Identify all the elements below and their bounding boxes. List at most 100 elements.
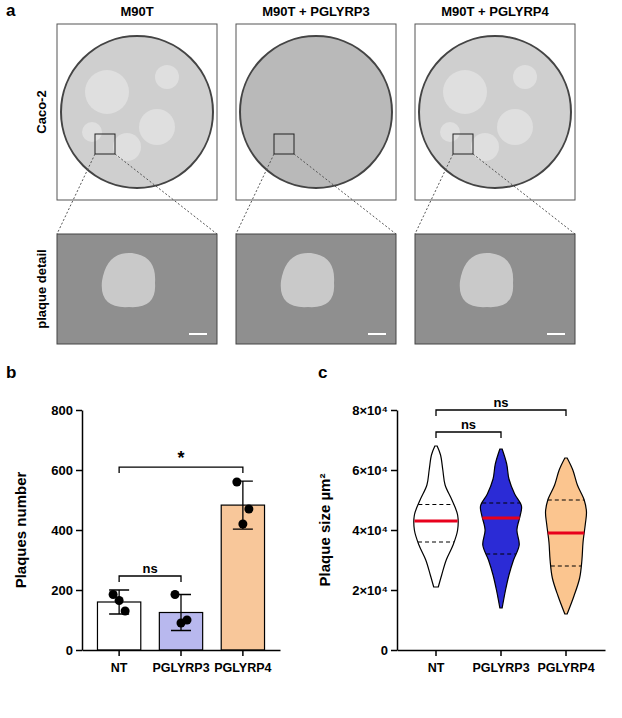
axis-title: Plaque size µm²: [316, 474, 333, 587]
zoom-line: [294, 154, 396, 234]
plot-area: [414, 446, 587, 614]
significance-bracket: [436, 410, 566, 416]
zoom-line: [415, 154, 453, 234]
data-point: [238, 520, 247, 529]
plate-frame: [415, 24, 575, 200]
tick: 4×10⁴: [352, 523, 397, 538]
column-title: M90T: [120, 4, 153, 19]
tick: NT: [428, 650, 445, 675]
panel: b0200400600800NTPGLYRP3PGLYRP4Plaques nu…: [6, 363, 281, 675]
x-axis: NT PGLYRP3 PGLYRP4: [83, 650, 281, 675]
tick: 200: [51, 583, 82, 598]
tick-mark: [391, 650, 397, 652]
plate-frame: [57, 24, 217, 200]
data-point: [121, 607, 130, 616]
zoom-box: [453, 134, 473, 154]
quartile-line: [551, 566, 581, 567]
plate-texture: [139, 109, 175, 145]
tick-label: 6×10⁴: [352, 463, 388, 478]
significance-label: ns: [142, 561, 157, 576]
zoom-line: [473, 154, 575, 234]
zoom-box: [95, 134, 115, 154]
tick-mark: [76, 530, 82, 532]
plate-texture: [513, 65, 537, 89]
quartile-line: [418, 542, 454, 543]
plate-texture: [82, 122, 102, 142]
data-point: [244, 505, 253, 514]
median-line: [482, 517, 519, 520]
tick-label: PGLYRP3: [152, 661, 209, 675]
significance-bracket: [436, 432, 501, 438]
plate: [419, 36, 571, 188]
plate-texture: [85, 70, 129, 114]
quartile-line: [548, 500, 584, 501]
tick-label: 600: [51, 463, 73, 478]
panel-label: a: [6, 1, 16, 20]
plaque: [281, 253, 334, 307]
plate-texture: [471, 133, 499, 161]
y-axis: 02×10⁴4×10⁴6×10⁴8×10⁴: [352, 403, 397, 658]
tick: 6×10⁴: [352, 463, 397, 478]
tick-mark: [391, 470, 397, 472]
detail-image: [415, 234, 575, 344]
plate-texture: [497, 109, 533, 145]
tick-mark: [242, 650, 244, 656]
median-line: [414, 520, 457, 523]
plate-texture: [155, 65, 179, 89]
tick-mark: [180, 650, 182, 656]
tick-mark: [76, 470, 82, 472]
tick: 2×10⁴: [352, 583, 397, 598]
x-axis: NT PGLYRP3 PGLYRP4: [398, 650, 606, 675]
median-line: [548, 532, 584, 535]
plaque: [460, 253, 513, 307]
row-title: Caco-2: [34, 90, 49, 133]
detail-image: [236, 234, 396, 344]
data-point: [232, 478, 241, 487]
plate: [240, 36, 392, 188]
tick-label: PGLYRP3: [472, 661, 529, 675]
tick: 0: [66, 643, 82, 658]
tick-label: 200: [51, 583, 73, 598]
error-bar: [171, 595, 191, 631]
tick-label: 0: [381, 643, 388, 658]
data-point: [115, 596, 124, 605]
quartile-line: [482, 503, 520, 504]
tick-label: 4×10⁴: [352, 523, 388, 538]
bar: [221, 505, 264, 650]
tick: 0: [381, 643, 397, 658]
significance-bracket: [119, 576, 181, 582]
plate-texture: [113, 133, 141, 161]
plot-area: [97, 478, 264, 651]
tick-mark: [435, 650, 437, 656]
tick-label: NT: [111, 661, 128, 675]
y-axis: 0 200 400 600 800: [51, 403, 82, 658]
tick: PGLYRP4: [214, 650, 271, 675]
quartile-line: [486, 554, 516, 555]
tick-label: NT: [428, 661, 445, 675]
tick: 400: [51, 523, 82, 538]
significance-label: ns: [493, 395, 508, 410]
zoom-line: [57, 154, 95, 234]
panel: c02×10⁴4×10⁴6×10⁴8×10⁴NTPGLYRP3PGLYRP4Pl…: [316, 363, 606, 675]
quartile-line: [418, 504, 453, 505]
tick-label: 2×10⁴: [352, 583, 388, 598]
tick-mark: [391, 590, 397, 592]
panel-label: c: [318, 363, 327, 382]
zoom-line: [115, 154, 217, 234]
data-point: [171, 590, 180, 599]
tick-label: PGLYRP4: [537, 661, 594, 675]
tick-label: 400: [51, 523, 73, 538]
tick-mark: [565, 650, 567, 656]
scale-bar: [368, 333, 386, 335]
detail-image: [57, 234, 217, 344]
column-title: M90T + PGLYRP4: [441, 4, 549, 19]
violin: [480, 449, 521, 608]
tick: PGLYRP4: [537, 650, 594, 675]
tick-label: 0: [66, 643, 73, 658]
tick-mark: [118, 650, 120, 656]
plate-frame: [236, 24, 396, 200]
tick-label: PGLYRP4: [214, 661, 271, 675]
scale-bar: [189, 333, 207, 335]
tick-label: 800: [51, 403, 73, 418]
axis-title: Plaques number: [12, 471, 29, 588]
